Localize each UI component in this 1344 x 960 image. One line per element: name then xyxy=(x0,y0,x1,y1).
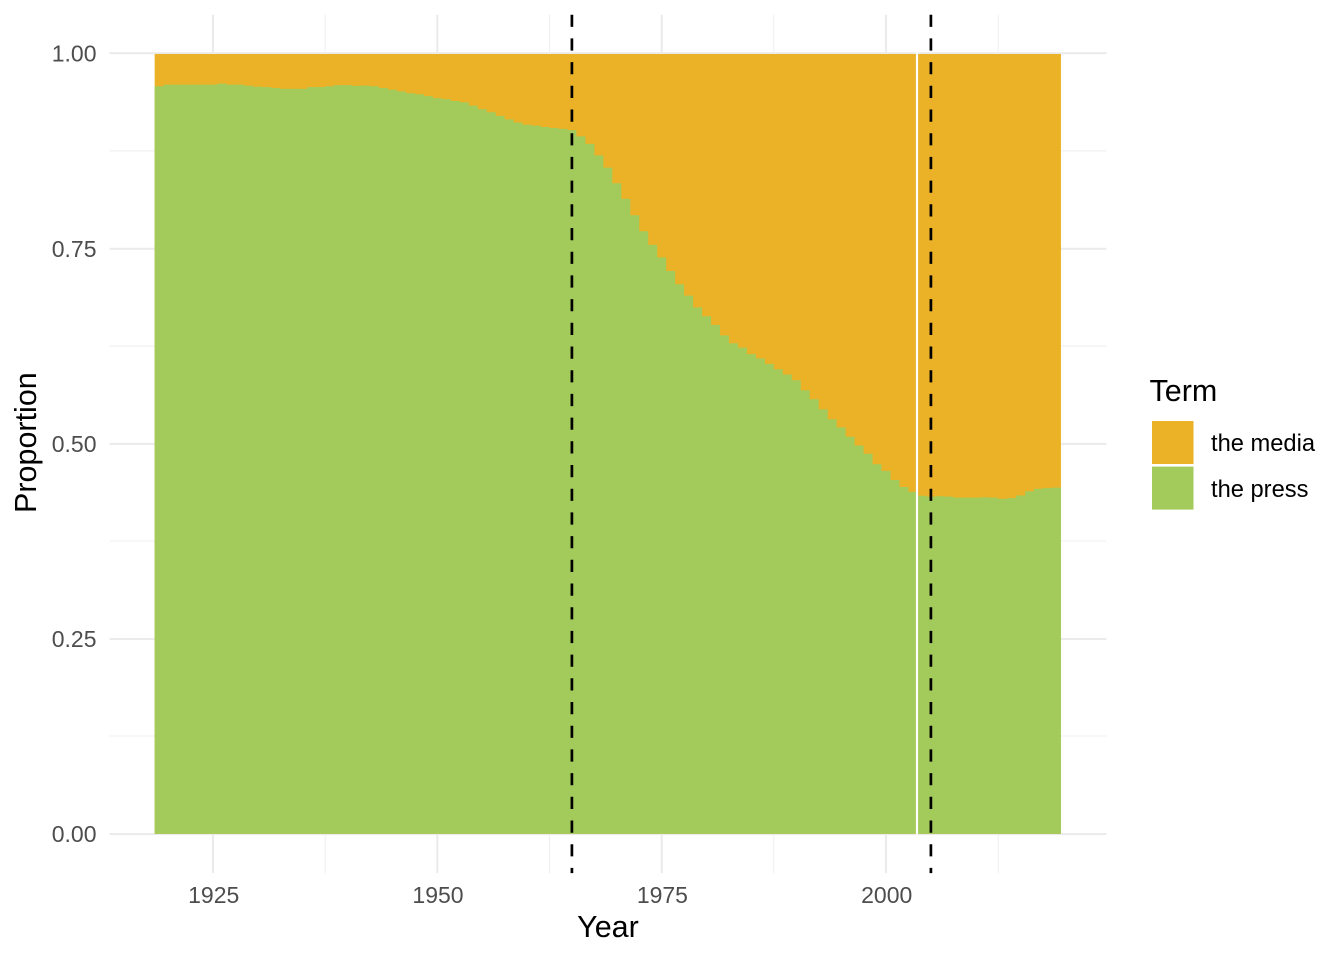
svg-text:Term: Term xyxy=(1150,374,1218,408)
svg-text:1950: 1950 xyxy=(412,882,463,908)
svg-text:0.50: 0.50 xyxy=(52,431,97,457)
svg-text:Proportion: Proportion xyxy=(9,372,43,513)
svg-text:0.25: 0.25 xyxy=(52,626,97,652)
svg-text:0.00: 0.00 xyxy=(52,821,97,847)
svg-text:1925: 1925 xyxy=(188,882,239,908)
svg-text:Year: Year xyxy=(577,910,639,944)
svg-text:the media: the media xyxy=(1211,431,1316,457)
svg-text:0.75: 0.75 xyxy=(52,236,97,262)
svg-text:2000: 2000 xyxy=(861,882,912,908)
svg-text:1.00: 1.00 xyxy=(52,41,97,67)
svg-text:1975: 1975 xyxy=(637,882,688,908)
svg-text:the press: the press xyxy=(1211,477,1308,503)
